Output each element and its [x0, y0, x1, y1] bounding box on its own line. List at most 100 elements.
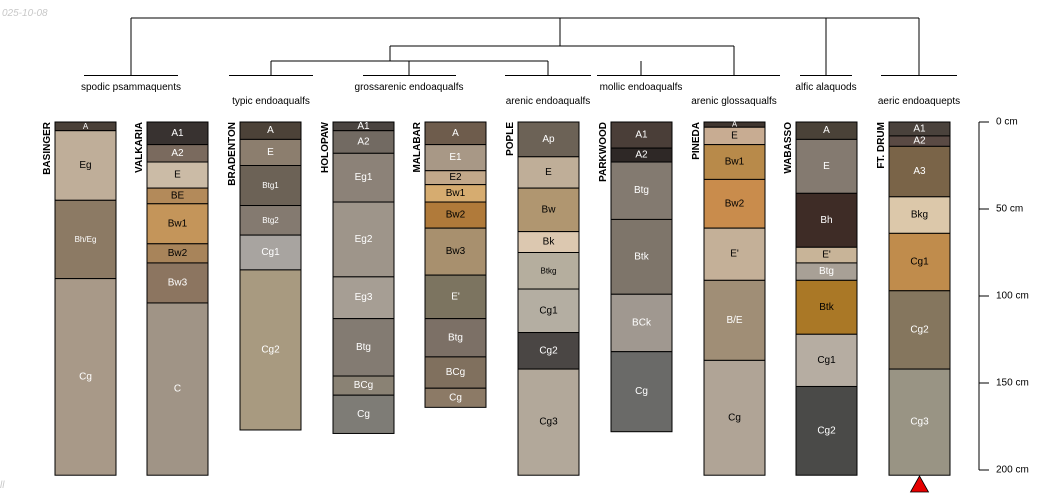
profile-name: MALABAR: [412, 121, 423, 172]
horizon-label: A1: [913, 123, 926, 134]
horizon-label: BCg: [446, 367, 465, 378]
horizon-label: Eg: [79, 160, 91, 171]
horizon-block: [424, 144, 487, 172]
horizon-label: E': [730, 249, 739, 260]
horizon-label: Btg: [634, 185, 649, 196]
soil-profile: MALABAR A E1 E2 Bw1 Bw2 Bw3 E' Btg BCg Cg: [412, 121, 487, 408]
horizon-label: Eg2: [355, 234, 373, 245]
profile-name: PINEDA: [691, 122, 702, 160]
horizon-label: BCk: [632, 317, 652, 328]
horizon-block: [888, 196, 951, 234]
horizon-block: [517, 156, 580, 189]
horizon-label: Bw: [542, 204, 557, 215]
horizon-label: Cg: [728, 412, 741, 423]
horizon-label: C: [174, 384, 181, 395]
horizon-block: [146, 302, 209, 476]
profile-name: BASINGER: [42, 121, 53, 175]
horizon-label: A: [267, 125, 274, 136]
profile-name: FT. DRUM: [876, 122, 887, 169]
horizon-label: Cg1: [910, 257, 929, 268]
soil-profile: FT. DRUM A1 A2 A3 Bkg Cg1 Cg2 Cg3: [876, 121, 951, 476]
horizon-label: Cg: [635, 386, 648, 397]
horizon-block: [517, 252, 580, 290]
soil-profiles: BASINGER A Eg Bh/Eg Cg VALKARIA A1 A2 E BE Bw1 Bw2 B…: [42, 120, 951, 476]
soil-profile: PARKWOOD A1 A2 Btg Btk BCk Cg: [598, 121, 673, 433]
horizon-label: Bw3: [168, 277, 188, 288]
horizon-block: [888, 145, 951, 198]
horizon-label: Bkg: [911, 210, 928, 221]
horizon-label: Btg: [356, 342, 371, 353]
horizon-label: Bw1: [446, 188, 466, 199]
depth-axis: 0 cm 50 cm 100 cm 150 cm 200 cm: [978, 117, 1029, 476]
horizon-label: Eg1: [355, 172, 373, 183]
taxa-label: arenic endoaqualfs: [506, 96, 591, 107]
taxa-label: grossarenic endoaqualfs: [355, 82, 464, 93]
horizon-label: BCg: [354, 380, 373, 391]
soil-profile: BRADENTON AE Btg1 Btg2 Cg1 Cg2: [227, 121, 302, 431]
horizon-label: Btkg: [540, 266, 556, 275]
horizon-block: [54, 130, 117, 201]
horizon-label: Bw2: [725, 198, 745, 209]
horizon-label: E: [267, 147, 274, 158]
horizon-block: [703, 279, 766, 361]
soil-profile: BASINGER A Eg Bh/Eg Cg: [42, 121, 117, 476]
horizon-label: Bh: [820, 215, 832, 226]
taxa-label: arenic glossaqualfs: [691, 96, 777, 107]
horizon-block: [239, 269, 302, 431]
horizon-block: [239, 205, 302, 236]
horizon-block: [146, 203, 209, 245]
horizon-block: [795, 333, 858, 387]
horizon-block: [239, 234, 302, 271]
horizon-label: Cg1: [817, 355, 836, 366]
horizon-label: Bw2: [168, 248, 188, 259]
profile-name: BRADENTON: [227, 122, 238, 186]
profile-name: POPLE: [505, 122, 516, 156]
horizon-label: Ap: [542, 134, 555, 145]
soil-profile: HOLOPAW A1 A2 Eg1 Eg2 Eg3 Btg BCg Cg: [320, 121, 395, 434]
horizon-block: [703, 178, 766, 229]
taxa-label: aeric endoaquepts: [878, 96, 960, 107]
axis-tick-label: 100 cm: [996, 291, 1029, 302]
horizon-label: A2: [171, 148, 184, 159]
horizon-block: [703, 359, 766, 476]
date-label: 025-10-08: [2, 8, 48, 19]
horizon-label: E: [174, 170, 181, 181]
horizon-block: [54, 278, 117, 476]
horizon-block: [424, 356, 487, 389]
horizon-label: Bw3: [446, 246, 466, 257]
horizon-block: [517, 368, 580, 476]
horizon-label: E: [823, 161, 830, 172]
corner-mark: ll: [0, 480, 5, 491]
axis-tick-label: 150 cm: [996, 378, 1029, 389]
horizon-label: Cg2: [910, 324, 929, 335]
axis-tick-label: 0 cm: [996, 117, 1018, 128]
soil-profile: PINEDA AE Bw1 Bw2 E' B/E Cg: [691, 120, 766, 476]
horizon-label: E2: [449, 172, 462, 183]
profile-name: VALKARIA: [134, 122, 145, 173]
horizon-block: [332, 201, 395, 278]
profile-name: PARKWOOD: [598, 122, 609, 182]
horizon-label: E': [451, 291, 460, 302]
taxa-label: spodic psammaquents: [81, 82, 181, 93]
horizon-block: [332, 318, 395, 377]
taxa-label: mollic endoaqualfs: [600, 82, 683, 93]
horizon-block: [424, 387, 487, 408]
horizon-label: Cg: [357, 409, 370, 420]
horizon-label: Btk: [634, 251, 649, 262]
horizon-label: B/E: [726, 315, 742, 326]
horizon-label: E1: [449, 152, 462, 163]
horizon-block: [517, 332, 580, 370]
horizon-label: A: [732, 120, 738, 129]
horizon-label: A: [83, 122, 89, 131]
horizon-label: Btg: [819, 266, 834, 277]
horizon-label: A3: [913, 166, 926, 177]
horizon-label: Cg2: [817, 425, 836, 436]
horizon-block: [795, 385, 858, 476]
profile-name: WABASSO: [783, 122, 794, 174]
horizon-label: Btg2: [262, 216, 279, 225]
horizon-block: [332, 152, 395, 203]
horizon-label: Bw2: [446, 210, 466, 221]
horizon-label: Btk: [819, 302, 834, 313]
horizon-label: A1: [357, 121, 370, 132]
